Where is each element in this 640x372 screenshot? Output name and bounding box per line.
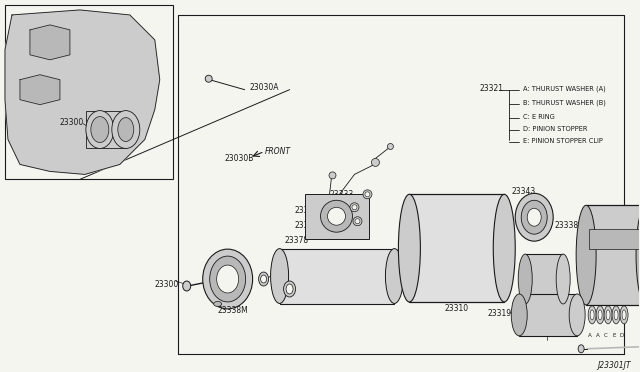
Text: D: PINION STOPPER: D: PINION STOPPER (524, 125, 588, 132)
Ellipse shape (622, 310, 626, 320)
Text: B: B (269, 273, 274, 278)
Ellipse shape (353, 217, 362, 226)
Ellipse shape (371, 158, 380, 166)
Ellipse shape (259, 272, 269, 286)
Ellipse shape (518, 254, 532, 304)
Text: 23319: 23319 (487, 309, 511, 318)
Ellipse shape (284, 281, 296, 297)
Text: 23333: 23333 (330, 190, 354, 199)
Ellipse shape (511, 294, 527, 336)
Bar (589, 229, 640, 249)
Text: 23300: 23300 (155, 280, 179, 289)
Ellipse shape (527, 208, 541, 226)
Bar (525, 254, 563, 304)
Ellipse shape (112, 110, 140, 148)
Polygon shape (20, 75, 60, 105)
Ellipse shape (521, 200, 547, 234)
Ellipse shape (286, 284, 293, 294)
Ellipse shape (614, 310, 618, 320)
Ellipse shape (355, 219, 360, 224)
Text: A: THURUST WASHER (A): A: THURUST WASHER (A) (524, 86, 606, 92)
Text: 23300: 23300 (60, 118, 84, 126)
Text: 23338M: 23338M (218, 306, 248, 315)
Ellipse shape (183, 281, 191, 291)
Ellipse shape (385, 248, 403, 304)
Ellipse shape (328, 207, 346, 225)
Text: A: A (588, 333, 592, 338)
Ellipse shape (598, 310, 602, 320)
Text: 23318: 23318 (554, 303, 578, 312)
Text: 23338: 23338 (554, 221, 579, 230)
Ellipse shape (352, 205, 357, 210)
Ellipse shape (515, 193, 553, 241)
Bar (280, 249, 394, 304)
Text: J23301JT: J23301JT (597, 361, 630, 370)
Polygon shape (30, 25, 70, 60)
Bar (519, 294, 577, 336)
Ellipse shape (217, 265, 239, 293)
Text: 23030B: 23030B (225, 154, 254, 163)
Text: 23333: 23333 (339, 204, 364, 213)
Text: 23333: 23333 (337, 220, 362, 229)
Text: 23379: 23379 (294, 221, 319, 230)
Polygon shape (5, 10, 160, 174)
Text: D: D (620, 333, 624, 338)
Text: 23343: 23343 (511, 187, 536, 196)
Text: C: E RING: C: E RING (524, 113, 555, 119)
Text: 23380: 23380 (294, 206, 319, 215)
Ellipse shape (569, 294, 585, 336)
Text: 23030A: 23030A (250, 83, 279, 92)
Ellipse shape (596, 306, 604, 324)
Bar (305, 194, 369, 239)
Ellipse shape (365, 192, 370, 197)
Ellipse shape (556, 254, 570, 304)
Ellipse shape (205, 75, 212, 82)
Ellipse shape (387, 144, 394, 150)
Text: C: C (604, 333, 608, 338)
Bar (5, 5, 173, 179)
Ellipse shape (203, 249, 253, 309)
Text: B: THURUST WASHER (B): B: THURUST WASHER (B) (524, 99, 606, 106)
Ellipse shape (606, 310, 610, 320)
Ellipse shape (210, 256, 246, 302)
Bar (410, 194, 504, 302)
Text: 23321: 23321 (479, 84, 503, 93)
Ellipse shape (118, 118, 134, 141)
Ellipse shape (260, 275, 267, 283)
Ellipse shape (399, 194, 420, 302)
Ellipse shape (620, 306, 628, 324)
Ellipse shape (588, 306, 596, 324)
Text: 23378: 23378 (285, 236, 308, 245)
Ellipse shape (636, 205, 640, 305)
Text: E: E (612, 333, 616, 338)
Ellipse shape (214, 301, 221, 307)
Ellipse shape (493, 194, 515, 302)
Ellipse shape (86, 110, 114, 148)
Ellipse shape (91, 116, 109, 142)
Text: A: A (596, 333, 600, 338)
Text: 23390: 23390 (517, 305, 541, 314)
Ellipse shape (612, 306, 620, 324)
Text: FRONT: FRONT (264, 147, 291, 157)
Ellipse shape (271, 248, 289, 304)
Bar (586, 205, 640, 305)
Ellipse shape (350, 203, 359, 212)
Ellipse shape (576, 205, 596, 305)
Text: E: PINION STOPPER CLIP: E: PINION STOPPER CLIP (524, 138, 603, 144)
Ellipse shape (578, 345, 584, 353)
Ellipse shape (604, 306, 612, 324)
Ellipse shape (321, 200, 353, 232)
Ellipse shape (363, 190, 372, 199)
Ellipse shape (329, 172, 336, 179)
Ellipse shape (590, 310, 594, 320)
Text: 23310: 23310 (444, 304, 468, 313)
Bar (86, 110, 126, 148)
